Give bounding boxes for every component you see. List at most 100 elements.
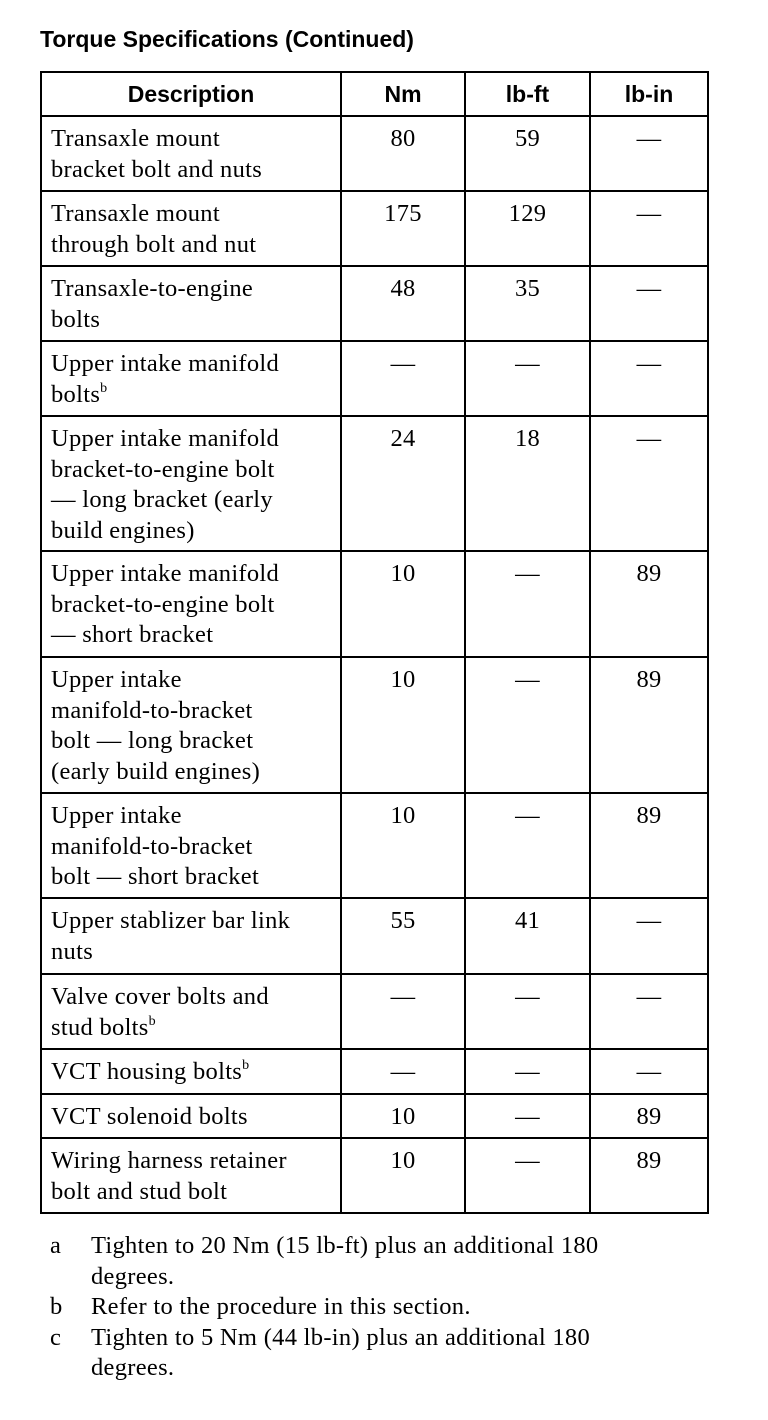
table-row: Upper intake manifold bracket-to-engine b…: [40, 415, 709, 552]
lbft-cell: 35: [464, 265, 591, 342]
footnote-line: degrees.: [91, 1354, 175, 1381]
lbin-cell: —: [589, 415, 709, 552]
footnote-ref: b: [148, 1013, 156, 1029]
lbft-cell: —: [464, 792, 591, 899]
table-row: VCT housing boltsb — — —: [40, 1048, 709, 1095]
header-row: Description Nm lb-ft lb-in: [40, 71, 709, 117]
lbft-cell: 129: [464, 190, 591, 267]
description-line: nuts: [51, 937, 94, 965]
lbft-cell: —: [464, 1093, 591, 1139]
table-row: Upper intake manifold-to-bracket bolt — sh…: [40, 792, 709, 899]
description-cell: Transaxle-to-engine bolts: [40, 265, 342, 342]
lbin-cell: —: [589, 1048, 709, 1095]
lbin-cell: 89: [589, 792, 709, 899]
nm-cell: 80: [340, 115, 466, 192]
nm-cell: —: [340, 340, 466, 417]
header-lb-ft: lb-ft: [464, 71, 591, 117]
lbin-cell: —: [589, 190, 709, 267]
footnote-line: Tighten to 20 Nm (15 lb-ft) plus an addi…: [91, 1232, 599, 1259]
description-cell: Wiring harness retainer bolt and stud bol…: [40, 1137, 342, 1214]
lbft-cell: 41: [464, 897, 591, 975]
footnote: c Tighten to 5 Nm (44 lb-in) plus an addi…: [50, 1323, 598, 1384]
description-line: bolt — long bracket: [51, 727, 254, 754]
description-line: Upper intake: [51, 802, 182, 829]
header-nm: Nm: [340, 71, 466, 117]
table-row: Upper intake manifold bracket-to-engine b…: [40, 550, 709, 658]
footnotes: a Tighten to 20 Nm (15 lb-ft) plus an add…: [50, 1231, 598, 1384]
lbft-cell: 18: [464, 415, 591, 552]
description-line: VCT solenoid bolts: [51, 1103, 248, 1130]
description-line: Transaxle mount: [51, 125, 220, 152]
footnote-text: Refer to the procedure in this section.: [91, 1292, 471, 1323]
description-cell: Valve cover bolts and stud boltsb: [40, 973, 342, 1050]
nm-cell: 24: [340, 415, 466, 552]
description-line: bracket-to-engine bolt: [51, 455, 275, 483]
description-line: Transaxle mount: [51, 200, 220, 227]
description-line: bracket bolt and nuts: [51, 155, 263, 183]
lbin-cell: —: [589, 973, 709, 1050]
lbin-cell: —: [589, 340, 709, 417]
description-line: VCT housing boltsb: [51, 1058, 250, 1085]
nm-cell: 48: [340, 265, 466, 342]
description-line: through bolt and nut: [51, 230, 257, 258]
lbin-cell: —: [589, 897, 709, 975]
table-row: Wiring harness retainer bolt and stud bol…: [40, 1137, 709, 1214]
lbin-cell: —: [589, 115, 709, 192]
lbin-cell: 89: [589, 1093, 709, 1139]
lbin-cell: 89: [589, 656, 709, 794]
table-row: Transaxle-to-engine bolts 48 35—: [40, 265, 709, 342]
description-cell: VCT housing boltsb: [40, 1048, 342, 1095]
description-line: (early build engines): [51, 757, 261, 785]
header-lb-in: lb-in: [589, 71, 709, 117]
description-line: boltsb: [51, 380, 108, 408]
footnote-key: b: [50, 1293, 63, 1320]
footnote-text: Tighten to 20 Nm (15 lb-ft) plus an addi…: [91, 1231, 598, 1292]
description-line: stud boltsb: [51, 1013, 156, 1041]
lbin-cell: 89: [589, 1137, 709, 1214]
nm-cell: 10: [340, 550, 466, 658]
description-line: — short bracket: [51, 621, 214, 648]
footnote-ref: b: [242, 1058, 250, 1073]
footnote-key: c: [50, 1323, 62, 1351]
footnote-line: Tighten to 5 Nm (44 lb-in) plus an addit…: [91, 1323, 591, 1351]
description-cell: Upper intake manifold bracket-to-engine b…: [40, 550, 342, 658]
lbft-cell: —: [464, 656, 591, 794]
description-cell: Upper intake manifold bracket-to-engine b…: [40, 415, 342, 552]
lbin-cell: 89: [589, 550, 709, 658]
description-cell: VCT solenoid bolts: [40, 1093, 342, 1139]
footnote: a Tighten to 20 Nm (15 lb-ft) plus an add…: [50, 1231, 598, 1292]
description-line: Upper intake manifold: [51, 425, 280, 452]
table-row: Transaxle mount through bolt and nut 175 12…: [40, 190, 709, 267]
lbft-cell: —: [464, 340, 591, 417]
description-line: Upper stablizer bar link: [51, 907, 291, 934]
description-cell: Upper intake manifold-to-bracket bolt — lo…: [40, 656, 342, 794]
page-title: Torque Specifications (Continued): [40, 26, 414, 52]
description-line: — long bracket (early: [51, 486, 273, 513]
description-line: manifold-to-bracket: [51, 832, 253, 860]
lbin-cell: —: [589, 265, 709, 342]
description-cell: Upper intake manifold-to-bracket bolt — sh…: [40, 792, 342, 899]
description-line: build engines): [51, 516, 195, 544]
description-line: Wiring harness retainer: [51, 1147, 287, 1174]
table-row: VCT solenoid bolts 10—89: [40, 1093, 709, 1139]
description-line: Upper intake manifold: [51, 560, 280, 587]
footnote-key: a: [50, 1232, 62, 1259]
description-line: Upper intake manifold: [51, 350, 280, 377]
nm-cell: —: [340, 1048, 466, 1095]
table-row: Transaxle mount bracket bolt and nuts 80 59…: [40, 115, 709, 192]
nm-cell: 10: [340, 792, 466, 899]
lbft-cell: —: [464, 973, 591, 1050]
description-line: bolts: [51, 305, 101, 333]
nm-cell: 10: [340, 656, 466, 794]
description-line: Valve cover bolts and: [51, 983, 269, 1010]
lbft-cell: 59: [464, 115, 591, 192]
table-row: Upper stablizer bar link nuts 55 41—: [40, 897, 709, 975]
nm-cell: —: [340, 973, 466, 1050]
description-cell: Upper stablizer bar link nuts: [40, 897, 342, 975]
torque-spec-table: Description Nm lb-ft lb-in Transaxle mou…: [40, 71, 709, 1214]
nm-cell: 175: [340, 190, 466, 267]
nm-cell: 10: [340, 1093, 466, 1139]
footnote-line: Refer to the procedure in this section.: [91, 1293, 471, 1320]
description-cell: Upper intake manifold boltsb: [40, 340, 342, 417]
description-cell: Transaxle mount bracket bolt and nuts: [40, 115, 342, 192]
